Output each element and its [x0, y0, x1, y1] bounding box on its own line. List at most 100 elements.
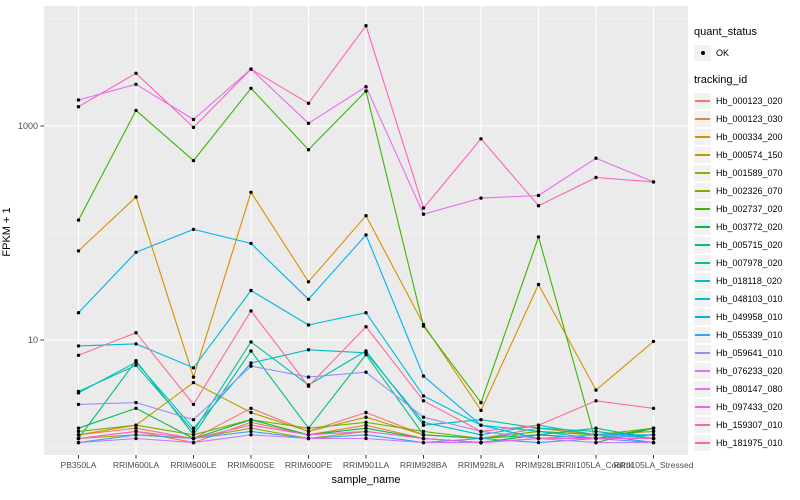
- legend-key-line-swatch: [694, 399, 711, 415]
- legend-item: Hb_076233_020: [694, 363, 800, 379]
- x-axis-title: sample_name: [331, 474, 401, 486]
- legend-item-label: Hb_005715_020: [716, 240, 783, 250]
- series-color-line-icon: [695, 244, 710, 246]
- x-tick-label: RRIM600SE: [227, 460, 275, 470]
- legend-key-line-swatch: [694, 291, 711, 307]
- data-point: [134, 195, 138, 199]
- data-point: [479, 436, 483, 441]
- data-point: [364, 433, 368, 437]
- legend-item: Hb_097433_020: [694, 399, 800, 415]
- data-point: [76, 218, 81, 222]
- data-point: [651, 436, 656, 441]
- series-color-line-icon: [695, 316, 710, 318]
- legend: quant_status OK tracking_id Hb_000123_02…: [694, 26, 800, 453]
- data-point: [364, 423, 368, 427]
- data-point: [249, 241, 253, 246]
- data-point: [364, 85, 368, 89]
- data-point: [249, 433, 253, 437]
- data-point: [76, 436, 81, 441]
- data-point: [479, 423, 483, 427]
- legend-title-tracking-id: tracking_id: [694, 74, 748, 86]
- data-point: [536, 204, 541, 208]
- series-color-line-icon: [695, 352, 710, 354]
- data-point: [306, 323, 311, 327]
- series-color-line-icon: [695, 226, 710, 228]
- data-point: [364, 410, 368, 415]
- data-point: [421, 436, 426, 441]
- data-point: [306, 348, 311, 352]
- y-tick-label-10: 10: [27, 335, 38, 345]
- data-point: [134, 82, 138, 87]
- data-point: [364, 370, 368, 374]
- legend-item: Hb_055339_010: [694, 327, 800, 343]
- data-point: [76, 402, 81, 407]
- legend-item: Hb_000334_200: [694, 129, 800, 145]
- data-point: [134, 71, 138, 76]
- data-point: [479, 433, 483, 437]
- data-point: [594, 436, 598, 441]
- data-point: [536, 429, 541, 434]
- data-point: [364, 89, 368, 93]
- data-point: [76, 311, 81, 315]
- x-tick-label: RRIM928LA: [457, 460, 505, 470]
- data-point: [421, 394, 426, 398]
- series-color-line-icon: [695, 118, 710, 120]
- legend-item-label: Hb_049958_010: [716, 312, 783, 322]
- legend-key-line-swatch: [694, 345, 711, 361]
- data-point: [651, 433, 656, 437]
- legend-item: Hb_048103_010: [694, 291, 800, 307]
- data-point: [249, 420, 253, 424]
- data-point: [134, 331, 138, 335]
- data-point: [421, 433, 426, 437]
- legend-item-label: Hb_002737_020: [716, 204, 783, 214]
- data-point: [134, 250, 138, 254]
- data-point: [421, 415, 426, 419]
- legend-item-ok: OK: [694, 45, 800, 61]
- data-point: [536, 282, 541, 287]
- legend-key-point-swatch: [694, 45, 711, 61]
- legend-key-line-swatch: [694, 219, 711, 235]
- legend-item-label: Hb_007978_020: [716, 258, 783, 268]
- series-color-line-icon: [695, 388, 710, 390]
- data-point: [191, 380, 196, 385]
- legend-key-line-swatch: [694, 183, 711, 199]
- legend-key-line-swatch: [694, 363, 711, 379]
- legend-item: Hb_000574_150: [694, 147, 800, 163]
- series-color-line-icon: [695, 280, 710, 282]
- data-point: [594, 175, 598, 180]
- series-color-line-icon: [695, 370, 710, 372]
- data-point: [364, 311, 368, 315]
- data-point: [479, 400, 483, 405]
- x-tick-label: RRIM600LE: [170, 460, 217, 470]
- series-color-line-icon: [695, 154, 710, 156]
- legend-key-line-swatch: [694, 147, 711, 163]
- data-point: [479, 418, 483, 422]
- x-tick-label: PB350LA: [60, 460, 97, 470]
- data-point: [76, 433, 81, 437]
- data-point: [421, 212, 426, 216]
- data-point: [249, 406, 253, 410]
- data-point: [191, 436, 196, 441]
- legend-key-line-swatch: [694, 237, 711, 253]
- x-tick-label: RRIM928BA: [399, 460, 448, 470]
- data-point: [191, 426, 196, 430]
- data-point: [306, 426, 311, 430]
- legend-item-label: Hb_048103_010: [716, 294, 783, 304]
- data-point: [191, 227, 196, 232]
- legend-item: Hb_002326_070: [694, 183, 800, 199]
- legend-key-line-swatch: [694, 129, 711, 145]
- data-point: [364, 429, 368, 434]
- series-color-line-icon: [695, 298, 710, 300]
- data-point: [536, 235, 541, 239]
- data-point: [364, 24, 368, 28]
- data-point: [249, 67, 253, 71]
- data-point: [249, 429, 253, 434]
- data-point: [191, 429, 196, 434]
- data-point: [594, 433, 598, 437]
- data-point: [76, 344, 81, 348]
- legend-key-line-swatch: [694, 165, 711, 181]
- data-point: [651, 406, 656, 410]
- data-point: [364, 415, 368, 419]
- data-point: [249, 86, 253, 91]
- data-point: [249, 426, 253, 430]
